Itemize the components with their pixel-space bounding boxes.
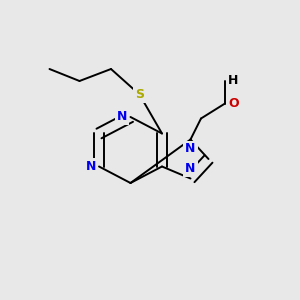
Text: S: S	[135, 88, 144, 101]
Text: N: N	[185, 163, 196, 176]
Text: N: N	[85, 160, 96, 173]
Text: H: H	[228, 74, 238, 88]
Text: N: N	[117, 110, 128, 124]
Text: N: N	[185, 142, 196, 155]
Text: O: O	[228, 97, 238, 110]
